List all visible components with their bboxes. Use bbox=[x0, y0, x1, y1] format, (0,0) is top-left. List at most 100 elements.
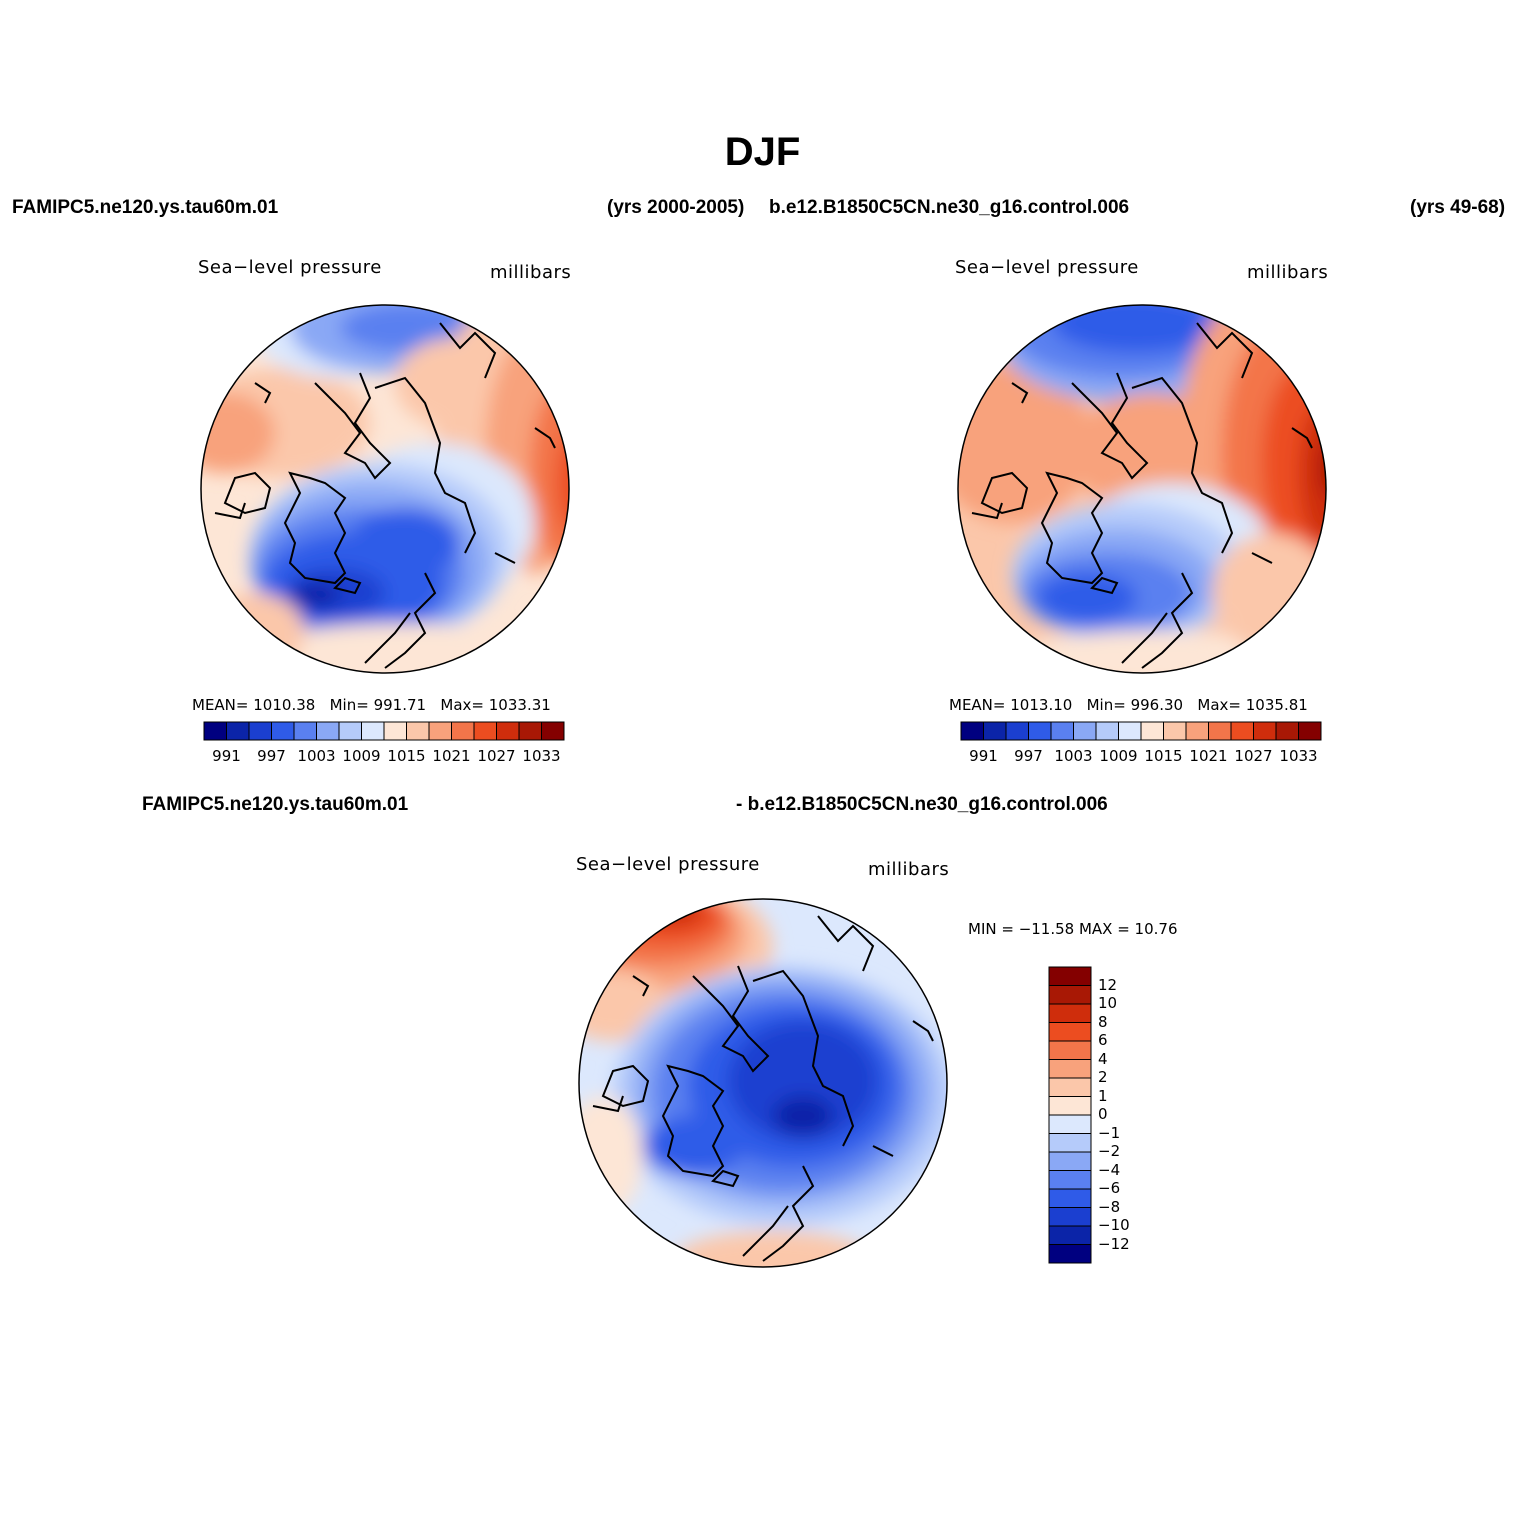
panel2-max-value: 1035.81 bbox=[1245, 696, 1308, 714]
panel1-colorbar-swatch bbox=[406, 721, 430, 741]
panel3-colorbar-swatch bbox=[1048, 1133, 1092, 1153]
panel1-colorbar-swatch bbox=[316, 721, 340, 741]
panel3-colorbar bbox=[1048, 966, 1092, 1264]
panel1-colorbar-swatch bbox=[271, 721, 295, 741]
panel2-colorbar-swatch bbox=[960, 721, 984, 741]
panel2-colorbar-swatch bbox=[983, 721, 1007, 741]
panel3-colorbar-tick-label: −6 bbox=[1098, 1179, 1121, 1197]
panel2-colorbar-tick-label: 991 bbox=[969, 747, 998, 765]
panel2-mean-label: MEAN= bbox=[949, 696, 1006, 714]
panel3-colorbar-swatch bbox=[1048, 1059, 1092, 1079]
panel3-colorbar-tick-label: 6 bbox=[1098, 1031, 1108, 1049]
panel1-max-value: 1033.31 bbox=[488, 696, 551, 714]
panel2-colorbar-swatch bbox=[1140, 721, 1164, 741]
panel2-colorbar-tick-label: 1003 bbox=[1054, 747, 1093, 765]
panel2-colorbar bbox=[960, 721, 1322, 741]
panel3-colorbar-tick-label: 0 bbox=[1098, 1105, 1108, 1123]
panel3-colorbar-tick-label: −4 bbox=[1098, 1160, 1121, 1179]
panel1-colorbar-tick-label: 1021 bbox=[432, 747, 471, 765]
panel1-colorbar-tick-label: 1033 bbox=[522, 747, 561, 765]
panel2-colorbar-swatch bbox=[1298, 721, 1322, 741]
panel2-colorbar-swatch bbox=[1095, 721, 1119, 741]
panel1-colorbar-tick-label: 1015 bbox=[387, 747, 426, 765]
panel1-variable: Sea−level pressure bbox=[198, 257, 382, 278]
panel1-colorbar-tick-label: 997 bbox=[257, 747, 286, 765]
panel1-colorbar-swatch bbox=[496, 721, 520, 741]
panel3-colorbar-swatch bbox=[1048, 985, 1092, 1005]
panel1-colorbar-ticks: 991 997 1003 1009 1015 1021 1027 1033 bbox=[204, 747, 564, 767]
panel1-mean-value: 1010.38 bbox=[253, 696, 316, 714]
panel1-colorbar-swatch bbox=[248, 721, 272, 741]
panel3-colorbar-swatch bbox=[1048, 1096, 1092, 1116]
panel1-pressure-field bbox=[201, 305, 569, 673]
panel3-colorbar-tick-label: 10 bbox=[1098, 994, 1118, 1012]
panel2-colorbar-tick-label: 1027 bbox=[1234, 747, 1273, 765]
panel1-colorbar-swatch bbox=[518, 721, 542, 741]
panel3-colorbar-tick-label: −12 bbox=[1098, 1234, 1130, 1253]
panel3-stats: MIN = −11.58 MAX = 10.76 bbox=[968, 920, 1178, 938]
panel3-colorbar-ticks: 12 10 8 6 4 2 1 0 −1 −2 −4 −6 −8 −10 −12 bbox=[1098, 966, 1158, 1264]
panel1-min-label: Min= bbox=[329, 696, 369, 714]
panel1-colorbar-tick-label: 1003 bbox=[297, 747, 336, 765]
panel3-colorbar-swatch bbox=[1048, 1022, 1092, 1042]
panel2-colorbar-ticks: 991 997 1003 1009 1015 1021 1027 1033 bbox=[961, 747, 1321, 767]
panel3-colorbar-swatch bbox=[1048, 1040, 1092, 1060]
panel3-colorbar-tick-label: −10 bbox=[1098, 1216, 1130, 1234]
panel3-colorbar-tick-label: −1 bbox=[1098, 1123, 1121, 1142]
panel1-colorbar-tick-label: 1009 bbox=[342, 747, 381, 765]
panel2-max-label: Max= bbox=[1197, 696, 1241, 714]
case1-years: (yrs 2000-2005) bbox=[607, 197, 745, 218]
panel1-colorbar bbox=[203, 721, 565, 741]
panel1-colorbar-swatch bbox=[361, 721, 385, 741]
panel3-colorbar-swatch bbox=[1048, 1114, 1092, 1134]
figure-title: DJF bbox=[724, 130, 801, 174]
panel3-colorbar-swatch bbox=[1048, 1244, 1092, 1264]
panel3-colorbar-tick-label: 12 bbox=[1098, 975, 1118, 994]
panel1-min-value: 991.71 bbox=[373, 696, 427, 714]
panel3-colorbar-swatch bbox=[1048, 1225, 1092, 1245]
panel3-colorbar-tick-label: −8 bbox=[1098, 1197, 1121, 1216]
panel3-colorbar-swatch bbox=[1048, 1170, 1092, 1190]
panel2-colorbar-swatch bbox=[1028, 721, 1052, 741]
panel1-colorbar-swatch bbox=[383, 721, 407, 741]
panel1-colorbar-swatch bbox=[226, 721, 250, 741]
panel1-colorbar-swatch bbox=[428, 721, 452, 741]
panel2-mean-value: 1013.10 bbox=[1010, 696, 1073, 714]
panel2-colorbar-swatch bbox=[1118, 721, 1142, 741]
panel1-coastlines bbox=[214, 322, 556, 669]
panel1-colorbar-swatch bbox=[473, 721, 497, 741]
panel3-pressure-field bbox=[579, 899, 947, 1267]
panel3-colorbar-swatch bbox=[1048, 1151, 1092, 1171]
panel2-colorbar-swatch bbox=[1050, 721, 1074, 741]
panel3-colorbar-tick-label: 4 bbox=[1098, 1049, 1108, 1068]
panel2-coastlines bbox=[971, 322, 1313, 669]
panel1-mean-label: MEAN= bbox=[192, 696, 249, 714]
panel1-colorbar-swatch bbox=[203, 721, 227, 741]
panel1-stats: MEAN= 1010.38 Min= 991.71 Max= 1033.31 bbox=[192, 696, 551, 714]
panel3-colorbar-swatch bbox=[1048, 1077, 1092, 1097]
panel3-colorbar-tick-label: 8 bbox=[1098, 1012, 1108, 1031]
case2-label: b.e12.B1850C5CN.ne30_g16.control.006 bbox=[769, 197, 1130, 218]
panel2-colorbar-tick-label: 1021 bbox=[1189, 747, 1228, 765]
panel2-min-label: Min= bbox=[1086, 696, 1126, 714]
panel3-coastlines bbox=[592, 915, 934, 1262]
panel2-pressure-field bbox=[958, 305, 1326, 673]
panel3-colorbar-swatch bbox=[1048, 966, 1092, 986]
panel2-colorbar-swatch bbox=[1005, 721, 1029, 741]
panel1-colorbar-tick-label: 1027 bbox=[477, 747, 516, 765]
panel1-colorbar-swatch bbox=[451, 721, 475, 741]
panel2-colorbar-swatch bbox=[1253, 721, 1277, 741]
panel2-colorbar-swatch bbox=[1275, 721, 1299, 741]
panel3-colorbar-swatch bbox=[1048, 1003, 1092, 1023]
panel1-colorbar-swatch bbox=[293, 721, 317, 741]
panel2-colorbar-swatch bbox=[1185, 721, 1209, 741]
panel2-colorbar-tick-label: 1015 bbox=[1144, 747, 1183, 765]
panel3-colorbar-tick-label: −2 bbox=[1098, 1142, 1121, 1160]
panel2-colorbar-tick-label: 1009 bbox=[1099, 747, 1138, 765]
panel2-stats: MEAN= 1013.10 Min= 996.30 Max= 1035.81 bbox=[949, 696, 1308, 714]
panel2-variable: Sea−level pressure bbox=[955, 257, 1139, 278]
panel2-min-value: 996.30 bbox=[1130, 696, 1184, 714]
panel2-colorbar-swatch bbox=[1230, 721, 1254, 741]
panel3-colorbar-swatch bbox=[1048, 1207, 1092, 1227]
panel2-colorbar-swatch bbox=[1208, 721, 1232, 741]
